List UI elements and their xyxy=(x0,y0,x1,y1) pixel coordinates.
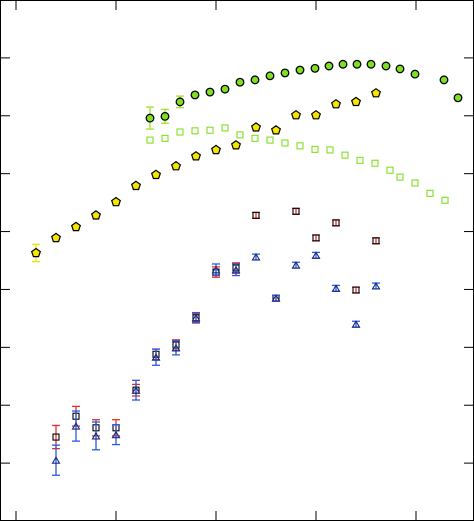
triangle-marker xyxy=(351,320,361,328)
error-bar xyxy=(72,410,80,442)
pentagon-marker xyxy=(50,232,62,243)
triangle-marker xyxy=(151,353,161,361)
triangle-marker xyxy=(371,281,381,290)
square-marker xyxy=(266,136,274,144)
pentagon-marker xyxy=(30,247,42,258)
triangle-marker xyxy=(311,251,321,259)
square-marker xyxy=(296,142,304,150)
circle-marker xyxy=(310,63,320,73)
square-marker xyxy=(411,179,419,187)
pentagon-marker xyxy=(250,122,262,132)
square-marker xyxy=(191,127,199,135)
circle-marker xyxy=(250,75,260,85)
pentagon-marker xyxy=(90,210,102,220)
square-marker xyxy=(356,156,364,164)
triangle-marker xyxy=(271,294,281,302)
square-marker xyxy=(221,124,229,132)
triangle-marker xyxy=(91,431,101,440)
square-marker xyxy=(281,139,289,147)
circle-marker xyxy=(220,84,230,94)
triangle-marker xyxy=(51,456,61,464)
triangle-marker xyxy=(251,252,261,261)
error-bar xyxy=(92,421,100,451)
square-marker xyxy=(332,219,340,227)
square-marker xyxy=(161,134,169,142)
circle-marker xyxy=(190,90,200,100)
square-marker xyxy=(146,136,154,144)
square-marker xyxy=(311,145,319,153)
triangle-marker xyxy=(291,261,301,269)
circle-marker xyxy=(352,59,362,69)
square-marker xyxy=(352,286,360,294)
triangle-marker xyxy=(191,313,201,322)
pentagon-marker xyxy=(70,221,82,232)
square-marker xyxy=(252,211,260,219)
pentagon-marker xyxy=(150,169,162,180)
error-bar xyxy=(152,348,160,366)
pentagon-marker xyxy=(330,98,342,109)
circle-marker xyxy=(205,87,215,97)
error-bar xyxy=(112,424,120,446)
circle-marker xyxy=(338,59,348,69)
circle-marker xyxy=(453,93,463,103)
pentagon-marker xyxy=(170,160,182,171)
square-marker xyxy=(371,159,379,167)
square-marker xyxy=(176,128,184,136)
circle-marker xyxy=(145,113,155,123)
square-marker xyxy=(251,134,259,142)
circle-marker xyxy=(439,75,449,85)
triangle-marker xyxy=(71,422,81,430)
pentagon-marker xyxy=(190,151,202,161)
circle-marker xyxy=(395,64,405,74)
pentagon-marker xyxy=(350,96,362,107)
circle-marker xyxy=(280,68,290,78)
triangle-marker xyxy=(331,284,341,292)
circle-marker xyxy=(265,71,275,81)
square-marker xyxy=(206,126,214,134)
pentagon-marker xyxy=(130,180,142,191)
circle-marker xyxy=(235,77,245,87)
error-bar xyxy=(172,340,180,356)
square-marker xyxy=(386,166,394,174)
square-marker xyxy=(236,131,244,139)
square-marker xyxy=(372,237,380,245)
square-marker xyxy=(441,196,449,204)
pentagon-marker xyxy=(290,109,302,120)
pentagon-marker xyxy=(370,87,382,98)
pentagon-marker xyxy=(210,144,222,155)
error-bar xyxy=(52,444,60,476)
square-marker xyxy=(341,151,349,159)
circle-marker xyxy=(366,59,376,69)
square-marker xyxy=(396,173,404,181)
circle-marker xyxy=(160,111,170,121)
triangle-marker xyxy=(211,265,221,274)
circle-marker xyxy=(175,97,185,107)
pentagon-marker xyxy=(230,140,242,150)
circle-marker xyxy=(295,65,305,75)
square-marker xyxy=(426,189,434,197)
square-marker xyxy=(312,234,320,242)
circle-marker xyxy=(381,61,391,71)
pentagon-marker xyxy=(310,109,322,120)
square-marker xyxy=(326,146,334,154)
pentagon-marker xyxy=(270,125,282,135)
circle-marker xyxy=(324,61,334,71)
triangle-marker xyxy=(131,386,141,394)
triangle-marker xyxy=(111,430,121,439)
circle-marker xyxy=(410,69,420,79)
error-bar xyxy=(132,379,140,401)
square-marker xyxy=(52,433,60,441)
square-marker xyxy=(292,207,300,215)
pentagon-marker xyxy=(110,196,122,207)
triangle-marker xyxy=(231,265,241,274)
triangle-marker xyxy=(171,343,181,352)
